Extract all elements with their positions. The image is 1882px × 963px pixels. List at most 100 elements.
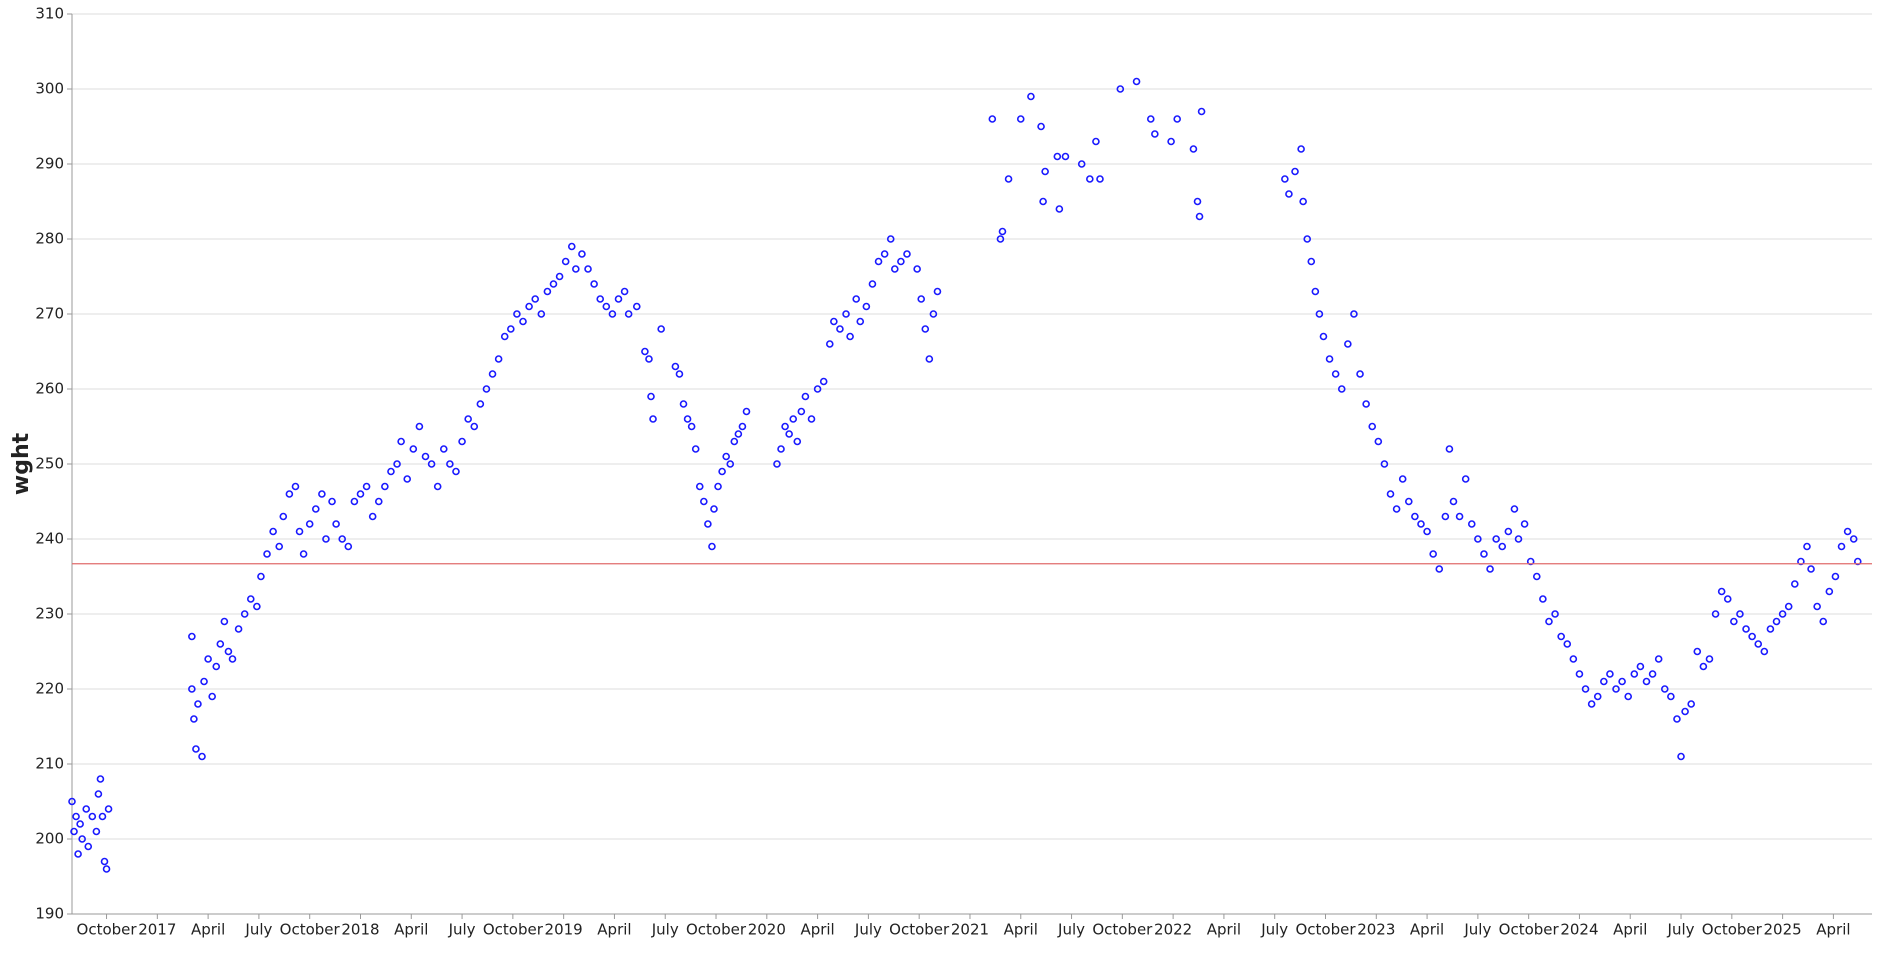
point <box>789 415 798 423</box>
point <box>1581 685 1590 693</box>
point <box>374 497 383 506</box>
point <box>458 437 466 446</box>
point <box>925 355 934 363</box>
point <box>561 257 570 266</box>
point <box>738 422 747 431</box>
point <box>1445 445 1454 453</box>
point <box>1061 152 1070 161</box>
y-tick-label: 250 <box>35 455 64 473</box>
point <box>318 490 326 498</box>
point <box>1843 527 1852 536</box>
point <box>846 332 854 341</box>
point <box>88 812 97 821</box>
x-tick-label: April <box>1004 921 1038 939</box>
x-tick-label: April <box>1410 921 1444 939</box>
point <box>1532 572 1541 581</box>
point <box>291 482 300 491</box>
x-tick-label: July <box>1667 921 1695 939</box>
point <box>525 302 533 311</box>
point <box>350 497 359 506</box>
point <box>1736 610 1744 618</box>
point <box>1539 595 1547 603</box>
point <box>793 437 802 446</box>
x-tick-label: October <box>483 921 544 939</box>
y-tick-label: 240 <box>35 530 64 548</box>
point <box>1612 685 1620 693</box>
point <box>1039 197 1047 206</box>
point <box>338 535 347 543</box>
x-tick-label: April <box>1613 921 1647 939</box>
point <box>1766 625 1775 633</box>
point <box>198 752 206 761</box>
point <box>1356 370 1364 378</box>
point <box>1831 572 1840 581</box>
x-tick-label: July <box>448 921 476 939</box>
point <box>933 287 942 296</box>
y-tick-label: 300 <box>35 80 64 98</box>
point <box>1819 617 1828 626</box>
point <box>1677 752 1685 761</box>
point <box>513 310 521 318</box>
point <box>1037 122 1045 131</box>
point <box>96 775 105 783</box>
point <box>393 460 401 468</box>
point <box>1837 542 1846 551</box>
point <box>1699 662 1708 671</box>
point <box>830 317 838 326</box>
point <box>1853 557 1862 566</box>
point <box>567 242 576 251</box>
point <box>929 310 938 318</box>
x-tick-label: October <box>77 921 138 939</box>
point <box>263 550 271 558</box>
point <box>1648 670 1657 678</box>
point <box>305 520 314 528</box>
point <box>1510 505 1519 513</box>
point <box>275 542 284 551</box>
point <box>1742 625 1750 633</box>
point <box>1325 355 1334 363</box>
point <box>596 295 605 303</box>
point <box>200 677 208 686</box>
point <box>224 647 233 656</box>
point <box>781 422 789 431</box>
point <box>1760 647 1769 656</box>
x-tick-label: 2020 <box>748 921 786 939</box>
point <box>1195 212 1204 221</box>
point <box>234 625 243 633</box>
point <box>1350 310 1358 318</box>
point <box>777 445 785 453</box>
point <box>433 482 442 491</box>
point <box>1092 137 1100 146</box>
point <box>190 715 198 723</box>
point <box>722 452 730 461</box>
point <box>1297 145 1305 153</box>
point <box>1545 617 1553 626</box>
point <box>679 400 688 408</box>
point <box>470 422 479 431</box>
point <box>996 235 1005 243</box>
point <box>1417 520 1425 528</box>
point <box>572 265 580 273</box>
y-tick-label: 280 <box>35 230 64 248</box>
point <box>1492 535 1500 543</box>
point <box>1504 527 1513 536</box>
point <box>311 505 320 513</box>
point <box>344 542 353 551</box>
point <box>903 250 911 258</box>
point <box>72 812 80 821</box>
point <box>1362 400 1370 408</box>
point <box>1486 565 1494 573</box>
point <box>819 377 828 386</box>
point <box>1803 542 1811 551</box>
point <box>645 355 653 363</box>
point <box>917 295 926 303</box>
point <box>549 280 558 288</box>
point <box>1587 700 1596 708</box>
x-tick-label: 2024 <box>1560 921 1598 939</box>
point <box>1197 107 1206 116</box>
point <box>1748 632 1756 641</box>
x-tick-label: July <box>651 921 679 939</box>
point <box>1016 115 1025 123</box>
point <box>1281 175 1289 183</box>
